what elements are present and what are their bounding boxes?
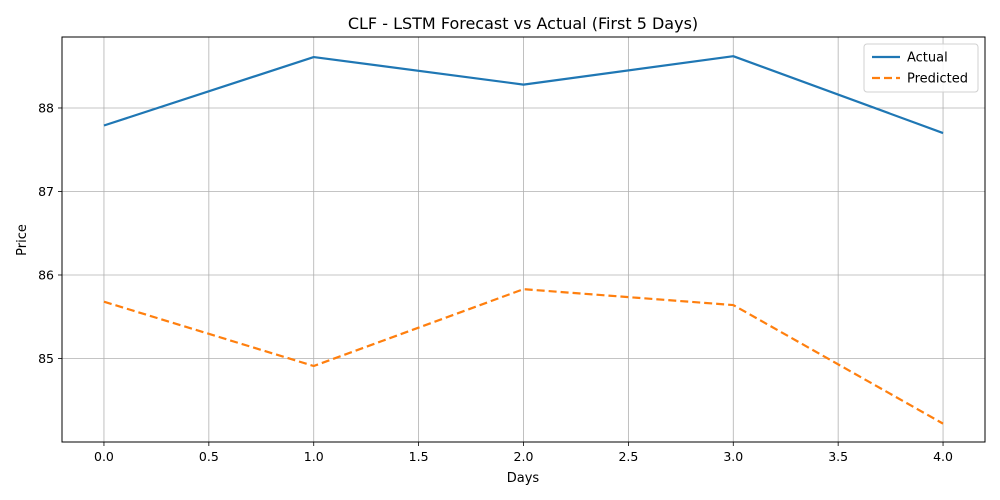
legend-label-predicted: Predicted [907, 72, 968, 87]
x-tick-label: 1.0 [304, 449, 324, 464]
x-axis-ticks: 0.0 0.5 1.0 1.5 2.0 2.5 3.0 3.5 4.0 [94, 442, 953, 464]
y-tick-label: 88 [38, 100, 54, 115]
series-line-actual [103, 55, 944, 135]
chart-title: CLF - LSTM Forecast vs Actual (First 5 D… [348, 14, 698, 33]
y-axis-label: Price [15, 224, 30, 256]
x-axis-label: Days [507, 471, 540, 486]
x-tick-label: 2.0 [514, 449, 534, 464]
y-axis-ticks: 85 86 87 88 [38, 100, 62, 366]
y-tick-label: 87 [38, 184, 54, 199]
x-tick-label: 0.0 [94, 449, 114, 464]
y-tick-label: 85 [38, 351, 54, 366]
x-tick-label: 1.5 [409, 449, 429, 464]
x-tick-label: 4.0 [933, 449, 953, 464]
series-line-predicted [103, 288, 944, 425]
legend-label-actual: Actual [907, 51, 948, 66]
series-lines [103, 55, 944, 425]
legend: Actual Predicted [863, 43, 979, 93]
x-tick-label: 3.0 [723, 449, 743, 464]
x-tick-label: 3.5 [828, 449, 848, 464]
x-tick-label: 0.5 [199, 449, 219, 464]
y-tick-label: 86 [38, 267, 54, 282]
grid-lines [62, 37, 985, 442]
x-tick-label: 2.5 [618, 449, 638, 464]
